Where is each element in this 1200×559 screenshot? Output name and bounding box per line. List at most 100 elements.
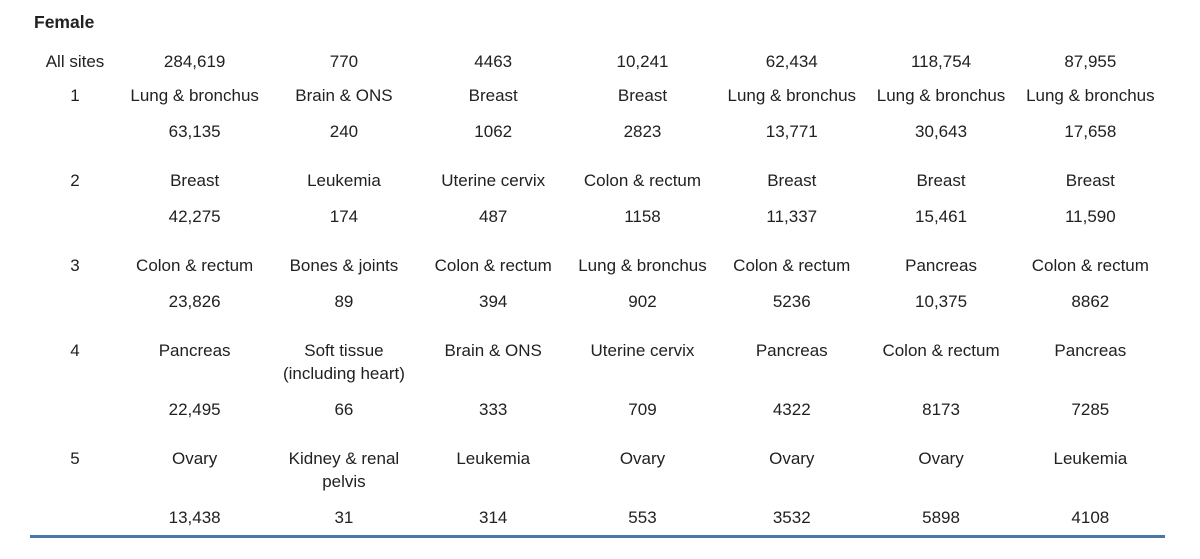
all-sites-count-cell: 284,619 (163, 51, 226, 71)
all-sites-count-cell: 4463 (474, 51, 513, 71)
count-cell: 4108 (1071, 507, 1110, 527)
site-cell: Kidney & renal pelvis (288, 448, 400, 491)
all-sites-label: All sites (45, 51, 105, 71)
count-cell: 89 (334, 291, 354, 311)
count-cell: 31 (334, 507, 354, 527)
site-cell: Pancreas (905, 255, 977, 275)
table-bottom-rule (30, 535, 1165, 538)
count-cell: 66 (334, 399, 354, 419)
site-cell: Lung & bronchus (727, 85, 857, 105)
site-cell: Brain & ONS (295, 85, 393, 105)
female-cancer-rank-table: All sites 284,619 770 4463 10,241 62,434 118,7… (30, 45, 1165, 535)
count-cell: 333 (479, 399, 508, 419)
all-sites-count-cell: 87,955 (1064, 51, 1117, 71)
count-cell: 240 (329, 121, 359, 141)
count-cell: 11,590 (1064, 206, 1116, 226)
site-cell: Leukemia (456, 448, 531, 468)
count-cell: 4322 (772, 399, 811, 419)
count-cell: 11,337 (766, 206, 818, 226)
site-cell: Lung & bronchus (130, 85, 259, 105)
site-cell: Colon & rectum (733, 255, 851, 275)
all-sites-count-cell: 10,241 (616, 51, 669, 71)
site-cell: Colon & rectum (1031, 255, 1149, 275)
count-cell: 8173 (922, 399, 960, 419)
count-cell: 3532 (772, 507, 811, 527)
count-cell: 5898 (922, 507, 960, 527)
rank-1-site-row: 1 Lung & bronchus Brain & ONS Breast Breast L… (30, 77, 1165, 113)
rank-label-spacer (30, 198, 120, 247)
site-cell: Ovary (619, 448, 666, 468)
rank-2-site-row: 2 Breast Leukemia Uterine cervix Colon & rec… (30, 162, 1165, 198)
count-cell: 174 (329, 206, 359, 226)
rank-2-count-row: 42,275 174 487 1158 11,337 15,461 11,590 (30, 198, 1165, 247)
count-cell: 314 (479, 507, 508, 527)
site-cell: Colon & rectum (136, 255, 254, 275)
site-cell: Leukemia (1053, 448, 1128, 468)
site-cell: Brain & ONS (444, 340, 542, 360)
all-sites-count-cell: 118,754 (910, 51, 972, 71)
count-cell: 8862 (1071, 291, 1110, 311)
count-cell: 22,495 (168, 399, 221, 419)
count-cell: 487 (479, 206, 508, 226)
site-cell: Lung & bronchus (1026, 85, 1155, 105)
site-cell: Breast (1065, 170, 1115, 190)
rank-label: 5 (70, 448, 80, 468)
site-cell: Ovary (918, 448, 964, 468)
rank-label-spacer (30, 391, 120, 440)
rank-label-spacer (30, 113, 120, 162)
site-cell: Breast (916, 170, 966, 190)
rank-3-count-row: 23,826 89 394 902 5236 10,375 8862 (30, 283, 1165, 332)
site-cell: Breast (468, 85, 518, 105)
site-cell: Lung & bronchus (876, 85, 1006, 105)
rank-4-site-row: 4 Pancreas Soft tissue (including heart) Br… (30, 332, 1165, 391)
count-cell: 709 (628, 399, 657, 419)
count-cell: 7285 (1071, 399, 1110, 419)
count-cell: 10,375 (915, 291, 968, 311)
count-cell: 902 (628, 291, 657, 311)
count-cell: 42,275 (168, 206, 221, 226)
count-cell: 17,658 (1064, 121, 1117, 141)
site-cell: Breast (767, 170, 817, 190)
site-cell: Leukemia (307, 170, 381, 190)
count-cell: 2823 (623, 121, 662, 141)
site-cell: Pancreas (158, 340, 231, 360)
section-title-female: Female (34, 12, 95, 32)
count-cell: 23,826 (168, 291, 221, 311)
site-cell: Breast (617, 85, 668, 105)
rank-label: 3 (70, 255, 80, 275)
rank-5-count-row: 13,438 31 314 553 3532 5898 4108 (30, 499, 1165, 535)
count-cell: 1158 (624, 206, 661, 226)
site-cell: Pancreas (1054, 340, 1127, 360)
site-cell: Colon & rectum (434, 255, 552, 275)
site-cell: Lung & bronchus (578, 255, 707, 275)
rank-label-spacer (30, 283, 120, 332)
rank-5-site-row: 5 Ovary Kidney & renal pelvis Leukemia Ovary… (30, 440, 1165, 499)
site-cell: Breast (170, 170, 220, 190)
count-cell: 15,461 (915, 206, 968, 226)
rank-label: 2 (70, 170, 80, 190)
rank-label: 4 (70, 340, 80, 360)
site-cell: Colon & rectum (882, 340, 1000, 360)
site-cell: Uterine cervix (441, 170, 546, 190)
site-cell: Bones & joints (289, 255, 399, 275)
site-cell: Ovary (769, 448, 815, 468)
count-cell: 30,643 (915, 121, 968, 141)
count-cell: 13,771 (765, 121, 818, 141)
site-cell: Colon & rectum (583, 170, 702, 190)
count-cell: 13,438 (168, 507, 221, 527)
rank-1-count-row: 63,135 240 1062 2823 13,771 30,643 17,658 (30, 113, 1165, 162)
count-cell: 1062 (474, 121, 513, 141)
count-cell: 5236 (772, 291, 811, 311)
count-cell: 63,135 (168, 121, 221, 141)
site-cell: Pancreas (755, 340, 828, 360)
rank-label: 1 (70, 85, 80, 105)
site-cell: Uterine cervix (590, 340, 695, 360)
site-cell: Ovary (171, 448, 218, 468)
all-sites-count-cell: 62,434 (765, 51, 818, 71)
count-cell: 394 (479, 291, 508, 311)
all-sites-count-cell: 770 (329, 51, 359, 71)
rank-3-site-row: 3 Colon & rectum Bones & joints Colon & rec… (30, 247, 1165, 283)
site-cell: Soft tissue (including heart) (282, 340, 405, 383)
rank-label-spacer (30, 499, 120, 535)
rank-4-count-row: 22,495 66 333 709 4322 8173 7285 (30, 391, 1165, 440)
